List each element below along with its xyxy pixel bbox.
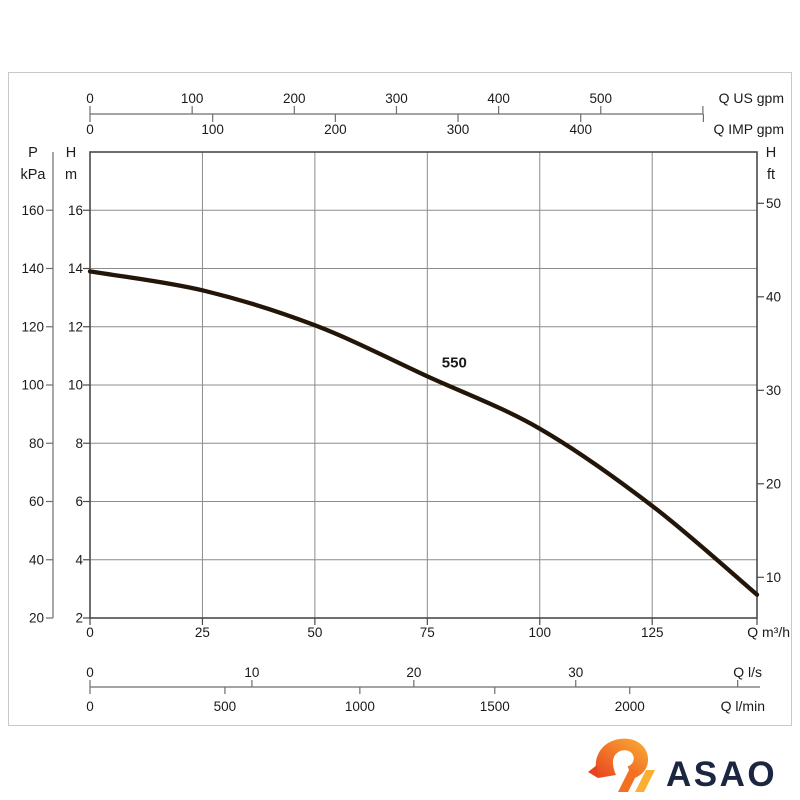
kpa-tick-label: 40	[29, 552, 44, 567]
h-m-tick-label: 2	[75, 611, 83, 626]
kpa-axis-unit-label: kPa	[21, 167, 47, 183]
impgpm-axis-unit-label: Q IMP gpm	[713, 121, 784, 137]
kpa-tick-label: 80	[29, 436, 44, 451]
h-m-axis-quantity-label: H	[66, 145, 76, 161]
kpa-tick-label: 60	[29, 494, 44, 509]
ls-tick-label: 10	[244, 665, 259, 680]
m3h-tick-label: 0	[86, 625, 94, 640]
lmin-axis-unit-label: Q l/min	[721, 698, 765, 714]
h-m-tick-label: 10	[68, 378, 83, 393]
h-m-tick-label: 8	[75, 436, 83, 451]
ls-tick-label: 30	[568, 665, 583, 680]
m3h-tick-label: 25	[195, 625, 210, 640]
logo-text: ASAO	[666, 755, 777, 794]
ls-tick-label: 20	[406, 665, 421, 680]
kpa-tick-label: 20	[29, 611, 44, 626]
h-ft-tick-label: 30	[766, 383, 781, 398]
m3h-tick-label: 125	[641, 625, 664, 640]
impgpm-tick-label: 200	[324, 122, 347, 137]
lmin-tick-label: 500	[214, 699, 237, 714]
usgpm-tick-label: 100	[181, 91, 204, 106]
chart-frame	[8, 72, 792, 726]
pump-curve-550	[87, 269, 760, 597]
lmin-tick-label: 1500	[480, 699, 510, 714]
usgpm-tick-label: 300	[385, 91, 408, 106]
m3h-tick-label: 75	[420, 625, 435, 640]
h-m-tick-label: 12	[68, 319, 83, 334]
kpa-tick-label: 160	[21, 203, 44, 218]
asao-logo: ASAO	[588, 732, 798, 800]
h-m-tick-label: 4	[75, 552, 83, 567]
impgpm-tick-label: 0	[86, 122, 94, 137]
impgpm-tick-label: 400	[569, 122, 592, 137]
asao-logo-svg: ASAO	[588, 738, 777, 794]
usgpm-tick-label: 0	[86, 91, 94, 106]
h-ft-axis-unit-label: ft	[767, 167, 775, 183]
kpa-tick-label: 140	[21, 261, 44, 276]
logo-swan-beak-icon	[588, 765, 598, 778]
ls-axis-unit-label: Q l/s	[733, 664, 762, 680]
usgpm-axis-unit-label: Q US gpm	[719, 90, 784, 106]
lmin-tick-label: 2000	[615, 699, 645, 714]
impgpm-tick-label: 300	[447, 122, 470, 137]
kpa-tick-label: 100	[21, 378, 44, 393]
logo-swan-icon	[595, 738, 649, 779]
usgpm-tick-label: 200	[283, 91, 306, 106]
logo-stripe-1	[618, 770, 639, 792]
m3h-tick-label: 100	[528, 625, 551, 640]
h-m-tick-label: 14	[68, 261, 84, 276]
h-ft-axis-quantity-label: H	[766, 145, 776, 161]
logo-stripe-2	[635, 770, 655, 792]
lmin-tick-label: 1000	[345, 699, 375, 714]
kpa-tick-label: 120	[21, 319, 44, 334]
h-ft-tick-label: 50	[766, 196, 781, 211]
kpa-axis-quantity-label: P	[28, 145, 38, 161]
h-ft-tick-label: 20	[766, 476, 781, 491]
impgpm-tick-label: 100	[201, 122, 224, 137]
lmin-tick-label: 0	[86, 699, 94, 714]
m3h-tick-label: 50	[307, 625, 322, 640]
usgpm-tick-label: 400	[487, 91, 510, 106]
h-ft-tick-label: 40	[766, 289, 781, 304]
h-m-axis-unit-label: m	[65, 167, 77, 183]
h-m-tick-label: 6	[75, 494, 83, 509]
h-m-tick-label: 16	[68, 203, 83, 218]
curve-label-550: 550	[442, 355, 467, 372]
m3h-axis-unit-label: Q m³/h	[747, 624, 790, 640]
h-ft-tick-label: 10	[766, 570, 781, 585]
usgpm-tick-label: 500	[589, 91, 612, 106]
ls-tick-label: 0	[86, 665, 94, 680]
